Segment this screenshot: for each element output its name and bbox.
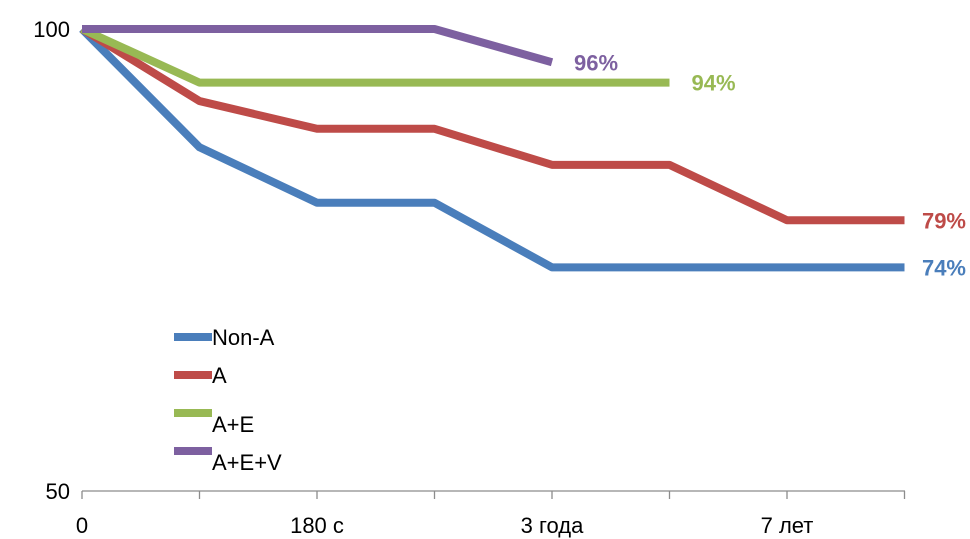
end-label-a: 79% (922, 208, 966, 233)
end-labels: 74% 79% 94% 96% (574, 50, 966, 280)
y-axis-tick-labels: 50 100 (33, 17, 70, 504)
x-tick-label: 7 лет (761, 513, 814, 538)
legend: Non-A A A+E A+E+V (174, 325, 282, 475)
x-tick-label: 180 с (290, 513, 344, 538)
legend-label-a-e-v: A+E+V (212, 450, 282, 475)
series-line-a-e-v (82, 25, 554, 67)
x-tick-label: 0 (76, 513, 88, 538)
series-line-non-a (79, 26, 905, 272)
axes: 0 180 с 3 года 7 лет 50 100 (33, 17, 906, 538)
legend-label-non-a: Non-A (212, 325, 275, 350)
x-axis-tick-labels: 0 180 с 3 года 7 лет (76, 513, 814, 538)
series-line-a (79, 25, 905, 225)
legend-label-a: A (212, 363, 227, 388)
end-label-a-e: 94% (692, 71, 736, 96)
x-axis-ticks (81, 491, 906, 499)
legend-label-a-e: A+E (212, 412, 254, 437)
series-line-a-e (80, 25, 670, 87)
y-tick-label: 50 (46, 479, 70, 504)
end-label-non-a: 74% (922, 255, 966, 280)
end-label-a-e-v: 96% (574, 50, 618, 75)
series-lines (79, 25, 905, 272)
x-tick-label: 3 года (521, 513, 584, 538)
y-tick-label: 100 (33, 17, 70, 42)
